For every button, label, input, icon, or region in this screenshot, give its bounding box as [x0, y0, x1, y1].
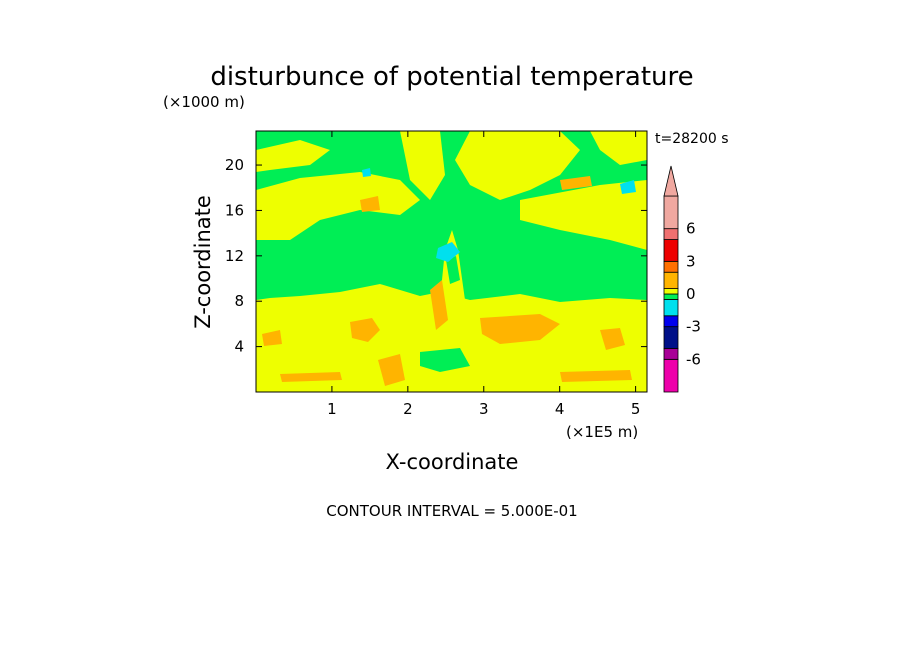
- plot-frame: [255, 130, 648, 393]
- field-orange-patch: [430, 280, 448, 330]
- colorbar-label: -6: [686, 350, 701, 368]
- x-tick-label: 4: [555, 400, 565, 418]
- field-green-patch: [420, 348, 470, 372]
- colorbar-band: [663, 271, 679, 289]
- colorbar-band: [663, 260, 679, 273]
- field-yellow-patch: [256, 140, 330, 172]
- y-tick-label: 8: [234, 292, 244, 310]
- y-axis-title: Z-coordinate: [191, 195, 215, 329]
- contour-interval-note: CONTOUR INTERVAL = 5.000E-01: [326, 502, 577, 520]
- field-cyan-spot: [362, 168, 371, 177]
- field-orange-patch: [560, 176, 592, 190]
- y-unit-label: (×1000 m): [163, 93, 245, 111]
- field-plume: [425, 230, 475, 390]
- x-tick-label: 3: [479, 400, 489, 418]
- field-green-patch: [446, 256, 460, 284]
- x-tick-label: 2: [403, 400, 413, 418]
- colorbar: 6 3 0 -3 -6: [663, 165, 701, 393]
- colorbar-band: [663, 195, 679, 230]
- colorbar-band: [663, 315, 679, 328]
- field-orange-patch: [360, 196, 380, 212]
- time-label: t=28200 s: [655, 131, 729, 147]
- colorbar-label: -3: [686, 318, 701, 336]
- colorbar-band: [663, 228, 679, 240]
- field-orange-patch: [600, 328, 625, 350]
- colorbar-band: [663, 358, 679, 393]
- field-orange-patch: [280, 372, 342, 382]
- field-orange-patch: [560, 370, 632, 382]
- colorbar-label: 0: [686, 285, 696, 303]
- field-orange-patch: [378, 354, 405, 386]
- x-unit-label: (×1E5 m): [566, 423, 638, 441]
- field-yellow-patch: [256, 172, 420, 240]
- colorbar-band: [663, 293, 679, 300]
- field-cyan-spot: [436, 242, 460, 262]
- x-axis: 1 2 3 4 5: [327, 131, 640, 418]
- colorbar-band: [663, 326, 679, 349]
- colorbar-arrow: [663, 165, 679, 197]
- field-orange-patch: [350, 318, 380, 342]
- y-tick-label: 12: [225, 247, 244, 265]
- field-cyan-spot: [620, 180, 636, 194]
- colorbar-band: [663, 348, 679, 360]
- colorbar-label: 6: [686, 220, 696, 238]
- field-orange-patch: [262, 330, 282, 346]
- y-tick-label: 4: [234, 338, 244, 356]
- colorbar-label: 3: [686, 252, 696, 270]
- y-axis: 4 8 12 16 20: [225, 156, 647, 356]
- colorbar-band: [663, 288, 679, 295]
- y-tick-label: 16: [225, 201, 244, 219]
- y-tick-label: 20: [225, 156, 244, 174]
- colorbar-band: [663, 239, 679, 262]
- field-yellow-patch: [400, 131, 445, 200]
- field-yellow-patch: [455, 131, 580, 200]
- colorbar-band: [663, 299, 679, 317]
- field-yellow-patch: [520, 180, 647, 250]
- x-tick-label: 5: [631, 400, 641, 418]
- x-axis-title: X-coordinate: [386, 450, 519, 474]
- field-plot: [256, 131, 647, 392]
- chart-title: disturbunce of potential temperature: [210, 62, 693, 92]
- field-orange-patch: [480, 314, 560, 344]
- x-tick-label: 1: [327, 400, 337, 418]
- field-yellow-patch: [590, 131, 647, 165]
